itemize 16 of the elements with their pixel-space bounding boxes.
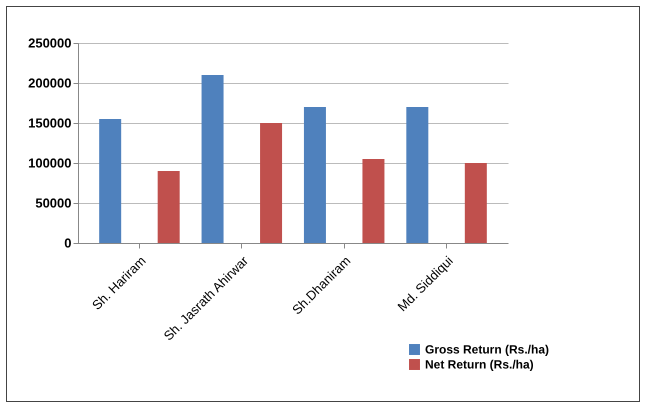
legend-label: Gross Return (Rs./ha): [425, 342, 550, 356]
bar: [362, 159, 384, 243]
y-tick-label: 50000: [35, 196, 72, 210]
bar: [99, 119, 122, 243]
legend-label: Net Return (Rs./ha): [425, 358, 534, 372]
bar: [202, 75, 224, 243]
y-tick-label: 0: [64, 236, 72, 250]
bar: [406, 107, 428, 243]
bar: [464, 163, 487, 243]
y-tick-label: 200000: [28, 76, 72, 90]
bar: [260, 123, 282, 243]
bar: [158, 171, 180, 243]
bar: [304, 107, 326, 243]
y-tick-label: 100000: [28, 156, 72, 170]
y-tick-label: 250000: [28, 36, 72, 50]
y-tick-label: 150000: [28, 116, 72, 130]
